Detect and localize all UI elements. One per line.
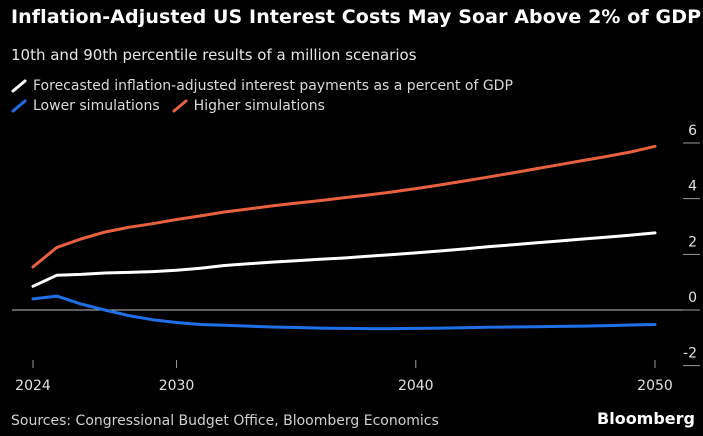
- legend-swatch-higher: [172, 99, 188, 113]
- y-tick-label: 4: [688, 179, 697, 195]
- x-tick-label: 2024: [15, 378, 51, 394]
- bloomberg-logo: Bloomberg: [597, 409, 695, 428]
- legend-item-lower: Lower simulations: [11, 98, 160, 114]
- y-tick-label: 2: [688, 234, 697, 250]
- y-tick-label: -2: [683, 346, 697, 362]
- y-axis-ticks: 6 4 2 0 -2: [683, 123, 700, 367]
- chart-title: Inflation-Adjusted US Interest Costs May…: [11, 6, 702, 28]
- series-line-lower: [31, 294, 657, 331]
- y-tick-label: 6: [688, 123, 697, 139]
- x-axis-ticks: 2024 2030 2040 2050: [15, 360, 673, 394]
- legend-row-1: Forecasted inflation-adjusted interest p…: [11, 78, 525, 94]
- series-lines: [31, 144, 657, 331]
- legend-label-lower: Lower simulations: [33, 98, 160, 114]
- series-line-higher: [31, 144, 657, 269]
- legend-label-higher: Higher simulations: [193, 98, 325, 114]
- legend-item-higher: Higher simulations: [172, 98, 325, 114]
- series-line-forecast: [31, 231, 657, 288]
- legend-swatch-forecast: [11, 79, 27, 93]
- legend-label-forecast: Forecasted inflation-adjusted interest p…: [33, 78, 513, 94]
- x-tick-label: 2050: [637, 378, 673, 394]
- x-tick-label: 2040: [398, 378, 434, 394]
- y-tick-label: 0: [688, 290, 697, 306]
- source-note: Sources: Congressional Budget Office, Bl…: [11, 413, 439, 429]
- legend-item-forecast: Forecasted inflation-adjusted interest p…: [11, 78, 513, 94]
- x-tick-label: 2030: [159, 378, 195, 394]
- legend-row-2: Lower simulations Higher simulations: [11, 98, 337, 114]
- legend-swatch-lower: [11, 99, 27, 113]
- chart-subtitle: 10th and 90th percentile results of a mi…: [11, 46, 417, 64]
